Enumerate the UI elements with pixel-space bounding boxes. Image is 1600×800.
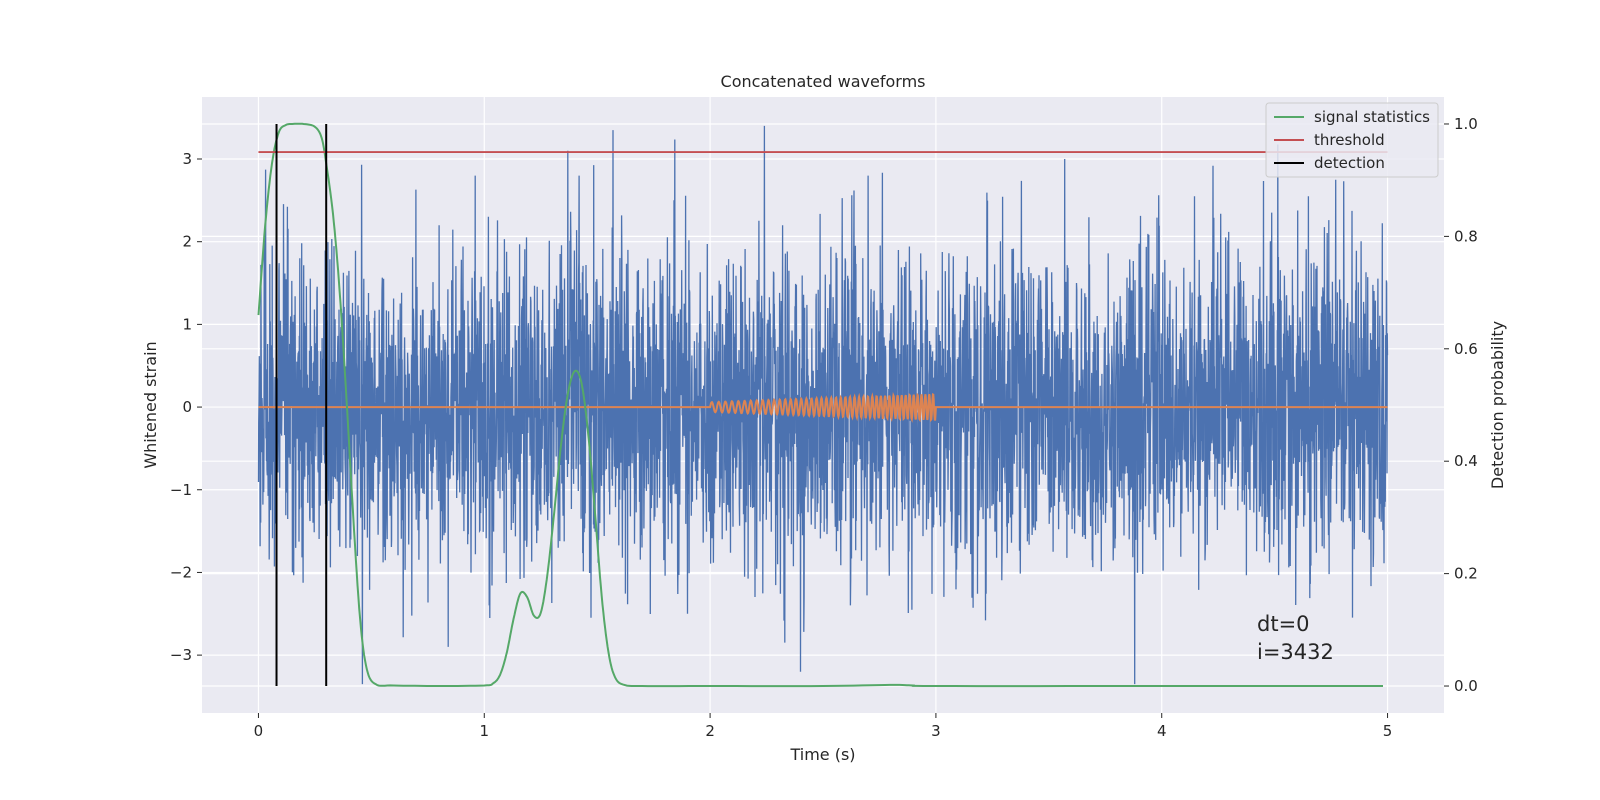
x-tick-label: 1 xyxy=(479,722,489,740)
legend: signal statistics threshold detection xyxy=(1265,102,1439,178)
y-right-tick-label: 1.0 xyxy=(1454,115,1478,133)
chart-title: Concatenated waveforms xyxy=(721,72,926,91)
x-tick-label: 2 xyxy=(705,722,715,740)
annotation-line-i: i=3432 xyxy=(1257,640,1334,664)
legend-label-statistics: signal statistics xyxy=(1314,108,1430,126)
waveform-series xyxy=(258,391,1388,423)
y-tick-label: −3 xyxy=(170,646,192,664)
annotation: dt=0 i=3432 xyxy=(1257,612,1334,664)
ticks: 0 1 2 3 4 5 −3 −2 −1 0 1 2 3 0.0 0.2 0.4 0.6 0.8 1.0 xyxy=(170,115,1478,740)
y-tick-label: 1 xyxy=(182,315,192,333)
annotation-line-dt: dt=0 xyxy=(1257,612,1310,636)
y-tick-label: 3 xyxy=(182,150,192,168)
legend-label-threshold: threshold xyxy=(1314,131,1385,149)
y-tick-label: 0 xyxy=(182,398,192,416)
x-tick-label: 0 xyxy=(254,722,264,740)
y-tick-label: −1 xyxy=(170,481,192,499)
y-right-tick-label: 0.8 xyxy=(1454,227,1478,245)
signal-statistics-series xyxy=(257,122,1383,688)
x-tick-label: 4 xyxy=(1157,722,1167,740)
x-tick-label: 3 xyxy=(931,722,941,740)
y-axis-label-right: Detection probability xyxy=(1488,321,1507,489)
y-right-tick-label: 0.0 xyxy=(1454,677,1478,695)
legend-label-detection: detection xyxy=(1314,154,1385,172)
y-right-tick-label: 0.6 xyxy=(1454,340,1478,358)
legend-box xyxy=(1265,102,1439,178)
x-tick-label: 5 xyxy=(1383,722,1393,740)
y-tick-label: −2 xyxy=(170,563,192,581)
x-axis-label: Time (s) xyxy=(789,745,855,764)
y-right-tick-label: 0.2 xyxy=(1454,565,1478,583)
y-right-tick-label: 0.4 xyxy=(1454,452,1478,470)
y-tick-label: 2 xyxy=(182,233,192,251)
series-layer xyxy=(257,122,1389,688)
strain-series xyxy=(257,125,1389,685)
y-axis-label: Whitened strain xyxy=(141,341,160,468)
